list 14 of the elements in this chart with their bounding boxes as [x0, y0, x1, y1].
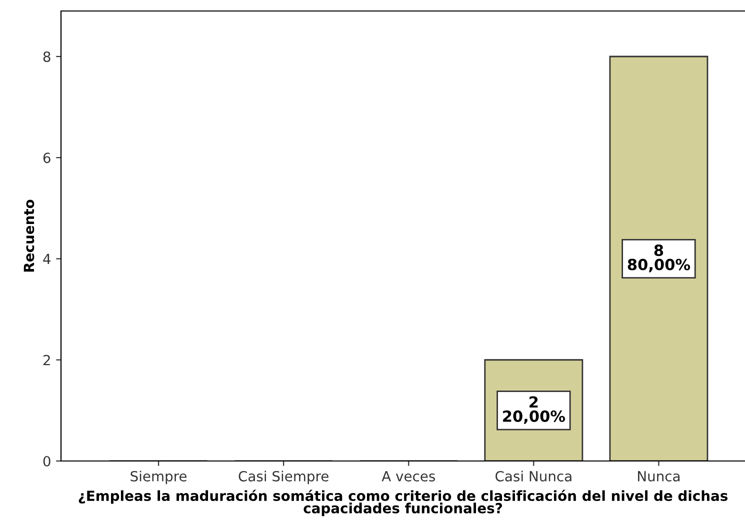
data-label: 8 80,00% — [628, 244, 690, 272]
y-tick-label: 8 — [43, 51, 50, 62]
y-tick-label: 6 — [43, 152, 50, 164]
y-tick-label: 2 — [43, 354, 50, 366]
x-tick-label: Siempre — [130, 470, 187, 484]
x-tick-label: A veces — [382, 471, 435, 482]
x-tick-label: Nunca — [638, 471, 680, 482]
x-tick-label: Casi Siempre — [238, 470, 328, 484]
y-tick-label: 0 — [43, 456, 50, 466]
x-axis-title: ¿Empleas la maduración somática como criterio de clasificación del nivel de dichas capacidades funcionales? — [78, 490, 728, 516]
x-tick-label: Casi Nunca — [496, 470, 572, 482]
y-tick-label: 4 — [43, 254, 50, 264]
data-label: 2 20,00% — [503, 396, 566, 424]
y-axis-title: Recuento — [24, 200, 34, 272]
